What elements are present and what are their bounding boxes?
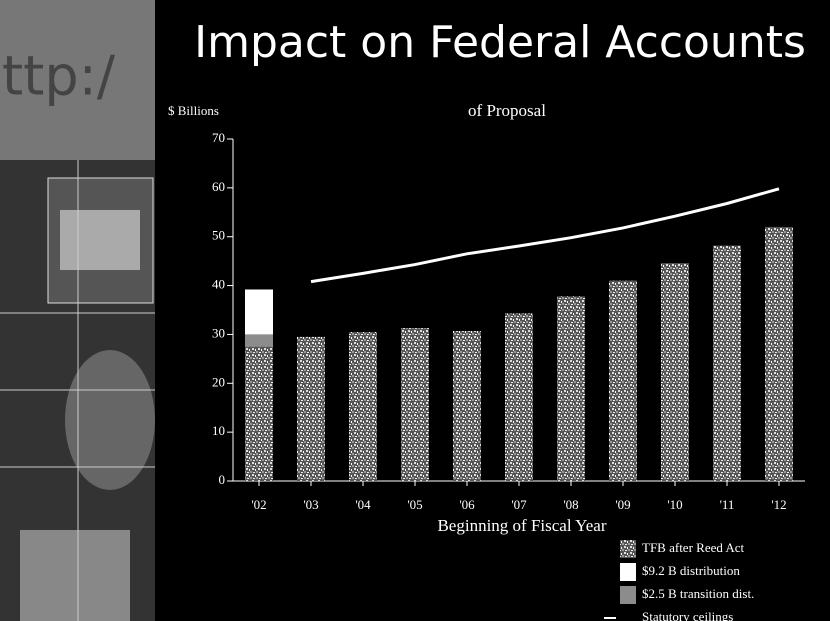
bar [713, 245, 741, 481]
bar [245, 334, 273, 347]
x-tick-label: '09 [615, 497, 630, 512]
bar [245, 346, 273, 481]
bar [557, 296, 585, 481]
bar [297, 336, 325, 481]
bar [453, 331, 481, 481]
x-tick-label: '05 [407, 497, 422, 512]
bar [609, 280, 637, 481]
y-tick-label: 0 [219, 472, 226, 487]
legend-label: $2.5 B transition dist. [642, 586, 754, 601]
x-tick-label: '12 [771, 497, 786, 512]
x-tick-label: '10 [667, 497, 682, 512]
side-photo: ttp:/ [0, 0, 155, 621]
bar [401, 328, 429, 481]
svg-text:ttp:/: ttp:/ [2, 45, 116, 108]
line [310, 187, 780, 284]
y-tick-label: 20 [212, 374, 225, 389]
x-tick-label: '08 [563, 497, 578, 512]
bar [765, 226, 793, 481]
y-tick-label: 30 [212, 325, 225, 340]
x-tick-label: '03 [303, 497, 318, 512]
legend-swatch [620, 563, 636, 581]
legend-label: TFB after Reed Act [642, 540, 745, 555]
x-tick-label: '06 [459, 497, 475, 512]
x-axis-title: Beginning of Fiscal Year [437, 516, 606, 535]
legend-label: $9.2 B distribution [642, 563, 740, 578]
bar [661, 263, 689, 481]
legend-swatch [620, 586, 636, 604]
x-tick-label: '02 [251, 497, 266, 512]
bar [245, 289, 273, 335]
y-tick-label: 60 [212, 179, 225, 194]
y-axis-title: $ Billions [168, 103, 219, 118]
legend-swatch [620, 540, 636, 558]
chart-title: Impact on Federal Accounts [194, 17, 806, 68]
bar [505, 313, 533, 481]
bar [349, 331, 377, 481]
y-tick-label: 40 [212, 277, 225, 292]
x-tick-label: '11 [720, 497, 735, 512]
y-tick-label: 10 [212, 423, 225, 438]
legend-label: Statutory ceilings [642, 609, 733, 621]
y-tick-label: 50 [212, 228, 225, 243]
x-tick-label: '07 [511, 497, 527, 512]
chart-subtitle: of Proposal [468, 101, 546, 120]
y-tick-label: 70 [212, 130, 225, 145]
x-tick-label: '04 [355, 497, 371, 512]
